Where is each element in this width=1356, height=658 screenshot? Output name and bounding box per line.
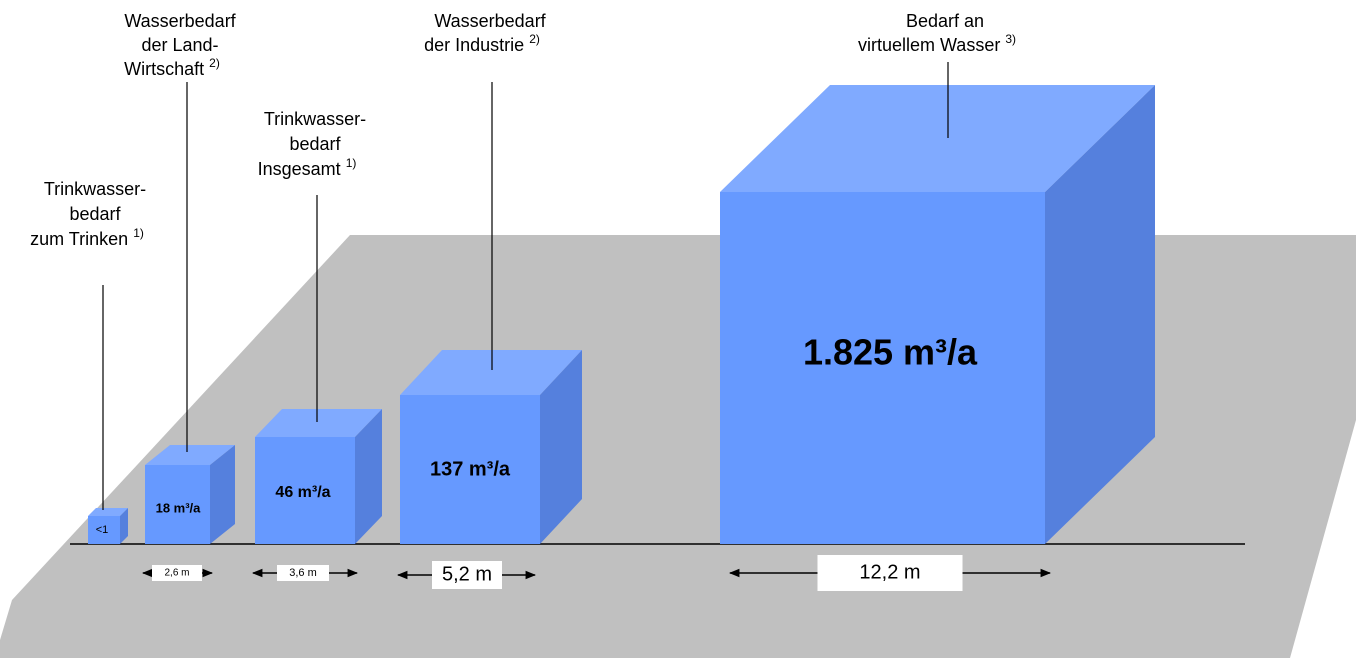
label-line: der Land- <box>141 35 218 55</box>
width-box <box>817 555 963 591</box>
footnote: 1) <box>346 156 357 170</box>
cube-volume: 46 m³/a <box>275 484 330 501</box>
cube-front <box>400 395 540 544</box>
cube-front <box>145 465 210 544</box>
cube-side <box>540 350 582 544</box>
cube-top <box>145 445 235 465</box>
label-line: Trinkwasser- <box>264 109 366 129</box>
cube-top <box>400 350 582 395</box>
label-line: Trinkwasser- <box>44 179 146 199</box>
cube-volume: 137 m³/a <box>430 458 511 480</box>
width-label: 2,6 m <box>164 568 189 579</box>
cube-top <box>720 85 1155 192</box>
label-line: Insgesamt 1) <box>258 156 357 179</box>
width-label: 5,2 m <box>442 563 492 585</box>
width-label: 12,2 m <box>859 561 920 583</box>
cube-front <box>720 192 1045 544</box>
cube-side <box>210 445 235 544</box>
cube-side <box>355 409 382 544</box>
label-line: virtuellem Wasser 3) <box>858 32 1016 55</box>
width-box <box>152 565 202 581</box>
cube-front <box>88 516 120 544</box>
cube-top <box>255 409 382 437</box>
label-line: zum Trinken 1) <box>30 226 144 249</box>
label-line: Wasserbedarf <box>434 11 546 31</box>
label-line: Wirtschaft 2) <box>124 56 220 79</box>
cube-side <box>120 508 128 544</box>
label-line: Wasserbedarf <box>124 11 236 31</box>
footnote: 2) <box>529 32 540 46</box>
label-line: bedarf <box>289 134 341 154</box>
footnote: 1) <box>133 226 144 240</box>
cube-top <box>88 508 128 516</box>
footnote: 2) <box>209 56 220 70</box>
label-line: bedarf <box>69 204 121 224</box>
width-box <box>277 565 329 581</box>
footnote: 3) <box>1005 32 1016 46</box>
cube-side <box>1045 85 1155 544</box>
width-label: 3,6 m <box>289 567 317 579</box>
cube-volume: <1 <box>96 524 109 536</box>
width-box <box>432 561 502 589</box>
cube-front <box>255 437 355 544</box>
cube-volume: 1.825 m³/a <box>803 332 978 373</box>
label-line: Bedarf an <box>906 11 984 31</box>
label-line: der Industrie 2) <box>424 32 540 55</box>
cube-volume: 18 m³/a <box>156 500 202 515</box>
